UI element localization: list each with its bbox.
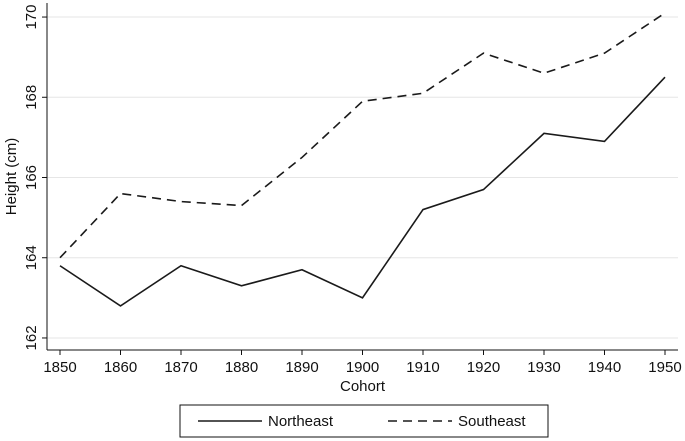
x-tick-label: 1880 xyxy=(225,359,258,376)
legend-label: Southeast xyxy=(458,413,526,430)
x-tick-label: 1940 xyxy=(588,359,621,376)
x-tick-label: 1850 xyxy=(43,359,76,376)
y-axis-label: Height (cm) xyxy=(3,138,20,216)
line-series xyxy=(59,76,666,307)
x-axis-label: Cohort xyxy=(340,378,386,395)
y-tick-label: 162 xyxy=(23,325,40,350)
y-tick-label: 168 xyxy=(23,85,40,110)
x-tick-label: 1860 xyxy=(104,359,137,376)
y-tick-label: 166 xyxy=(23,165,40,190)
x-tick-label: 1910 xyxy=(406,359,439,376)
x-tick-label: 1900 xyxy=(346,359,379,376)
y-tick-label: 170 xyxy=(23,5,40,30)
y-tick-label: 164 xyxy=(23,245,40,270)
legend-label: Northeast xyxy=(268,413,334,430)
x-tick-label: 1950 xyxy=(648,359,681,376)
x-tick-label: 1870 xyxy=(164,359,197,376)
x-tick-label: 1930 xyxy=(527,359,560,376)
x-tick-label: 1890 xyxy=(285,359,318,376)
x-tick-label: 1920 xyxy=(467,359,500,376)
line-series xyxy=(59,12,666,259)
